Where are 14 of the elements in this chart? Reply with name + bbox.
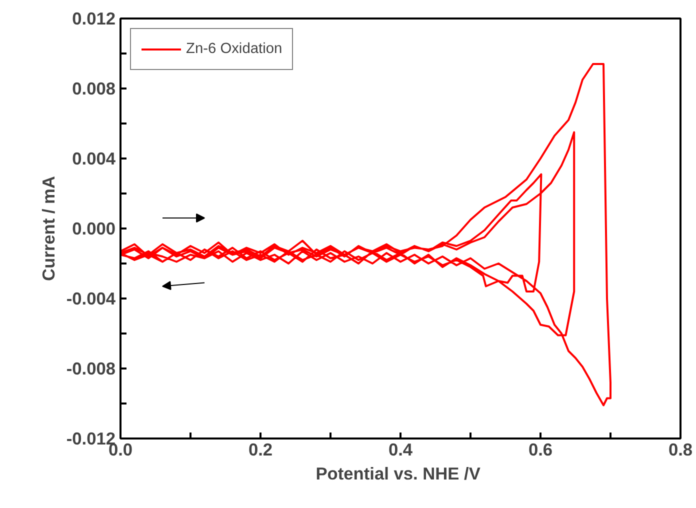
y-tick-label: 0.008 [72, 78, 116, 98]
y-tick-label: 0.000 [72, 218, 116, 238]
y-tick-label: -0.008 [66, 358, 116, 378]
x-axis-title: Potential vs. NHE /V [316, 464, 481, 484]
x-tick-label: 0.4 [388, 440, 413, 460]
x-tick-label: 0.8 [668, 440, 693, 460]
y-tick-label: 0.004 [72, 148, 116, 168]
legend-label: Zn-6 Oxidation [186, 41, 282, 57]
y-tick-label: 0.012 [72, 8, 116, 28]
y-axis-title: Current / mA [38, 176, 58, 281]
x-tick-label: 0.6 [528, 440, 553, 460]
y-tick-label: -0.004 [66, 288, 116, 308]
x-tick-label: 0.2 [248, 440, 273, 460]
line-series [120, 63, 612, 406]
